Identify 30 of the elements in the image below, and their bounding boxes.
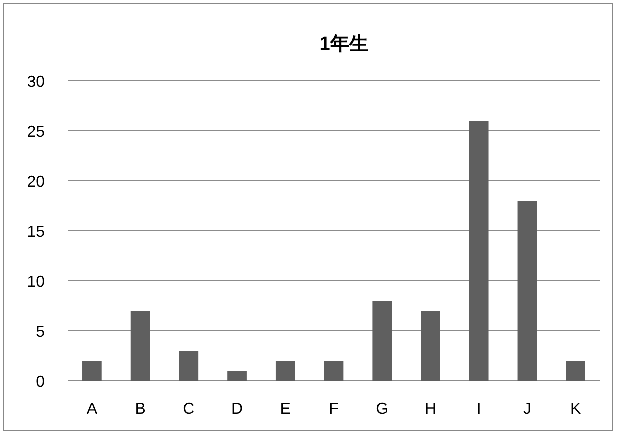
y-tick-label: 15: [27, 224, 46, 241]
bar: [372, 301, 392, 381]
x-tick-label: H: [424, 401, 437, 418]
x-tick-label: K: [570, 401, 582, 418]
x-tick-label: E: [280, 401, 291, 418]
x-tick-label: G: [376, 401, 389, 418]
bar: [518, 201, 538, 381]
x-tick-label: C: [183, 401, 195, 418]
bar: [421, 311, 440, 381]
bar: [130, 311, 150, 381]
chart-title: 1年生: [320, 33, 368, 55]
x-tick-label: J: [523, 401, 532, 418]
bar: [566, 361, 586, 381]
bar: [324, 361, 344, 381]
x-tick-label: F: [329, 401, 340, 418]
bar: [276, 361, 296, 381]
y-tick-label: 25: [27, 124, 46, 141]
x-tick-label: D: [231, 401, 244, 418]
x-tick-label: A: [86, 401, 98, 418]
bar: [179, 351, 199, 381]
x-tick-label: I: [476, 401, 482, 418]
y-tick-label: 30: [27, 74, 46, 91]
y-tick-label: 10: [27, 274, 46, 291]
bar: [228, 371, 247, 381]
y-tick-label: 0: [36, 374, 46, 391]
x-tick-label: B: [135, 401, 146, 418]
bar: [82, 361, 102, 381]
y-tick-label: 20: [27, 174, 46, 191]
bar: [469, 121, 489, 381]
y-tick-label: 5: [36, 324, 46, 341]
